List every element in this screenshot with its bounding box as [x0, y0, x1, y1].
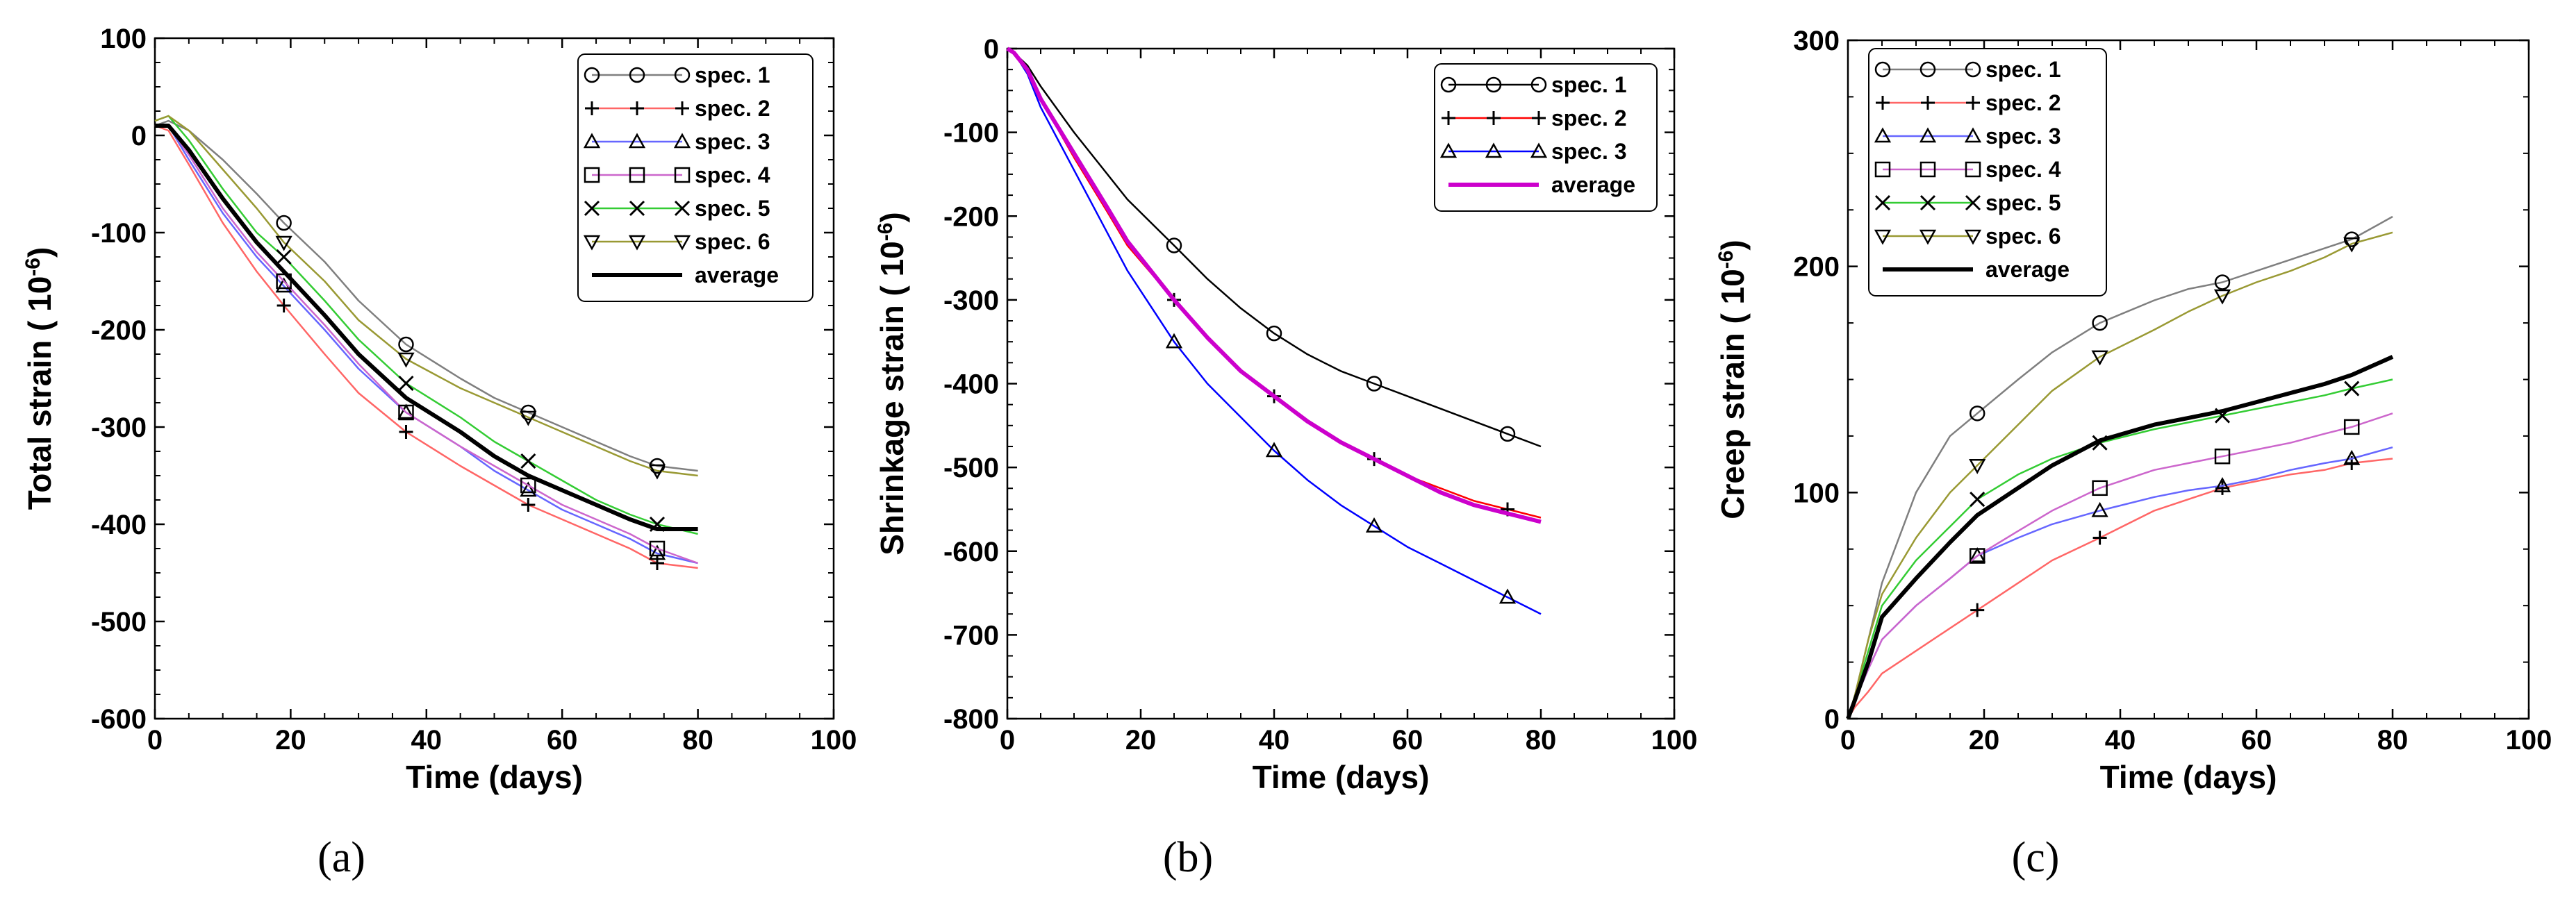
panel-label-a: (a): [317, 834, 365, 881]
y-tick-label: -300: [91, 412, 147, 443]
legend-label: spec. 3: [695, 129, 770, 154]
legend-label: spec. 4: [695, 162, 770, 187]
x-tick-label: 0: [1840, 725, 1856, 755]
legend-label: average: [1985, 257, 2070, 282]
legend-label: spec. 6: [1985, 224, 2061, 249]
y-axis-title-main: Total strain ( 10: [22, 276, 58, 510]
y-tick-label: -400: [943, 369, 999, 400]
panel-label-b: (b): [1163, 834, 1213, 881]
legend-label: average: [1551, 172, 1635, 197]
y-tick-label: -100: [943, 118, 999, 149]
x-tick-label: 20: [1969, 725, 2000, 755]
y-tick-label: -800: [943, 704, 999, 735]
legend-label: average: [695, 262, 779, 287]
legend-label: spec. 3: [1551, 139, 1627, 164]
y-axis-title-main: Shrinkage strain ( 10: [874, 241, 910, 556]
legend-label: spec. 2: [1985, 90, 2061, 115]
y-tick-label: 0: [1824, 704, 1840, 735]
y-axis-title: Total strain ( 10-6): [22, 247, 58, 510]
y-tick-label: -200: [91, 315, 147, 346]
y-tick-label: 100: [100, 24, 147, 54]
x-tick-label: 40: [2105, 725, 2136, 755]
x-tick-label: 20: [275, 725, 306, 755]
legend-label: spec. 1: [695, 62, 770, 87]
y-axis-title: Shrinkage strain ( 10-6): [874, 212, 911, 556]
series-marker: [1970, 603, 1984, 617]
y-tick-label: 0: [984, 34, 999, 65]
x-tick-label: 40: [1259, 725, 1290, 755]
y-tick-label: -500: [943, 453, 999, 483]
y-axis-title-main: Creep strain ( 10: [1715, 269, 1751, 519]
series-marker: [399, 376, 413, 390]
x-tick-label: 80: [682, 725, 713, 755]
legend-label: spec. 5: [1985, 190, 2061, 215]
series-line-average: [1848, 357, 2393, 719]
y-axis-title-close: ): [1715, 240, 1751, 250]
y-axis-title-sup: -6: [1715, 251, 1737, 269]
y-tick-label: 200: [1793, 252, 1840, 283]
x-axis-title: Time (days): [2100, 759, 2277, 795]
x-tick-label: 60: [1392, 725, 1423, 755]
x-tick-label: 100: [1651, 725, 1698, 755]
x-tick-label: 80: [1526, 725, 1557, 755]
y-tick-label: -400: [91, 510, 147, 540]
x-tick-label: 0: [1000, 725, 1015, 755]
x-tick-label: 80: [2377, 725, 2409, 755]
series-line-spec-3: [1848, 447, 2393, 719]
legend-label: spec. 1: [1551, 72, 1627, 97]
legend-label: spec. 4: [1985, 157, 2061, 182]
y-tick-label: 100: [1793, 478, 1840, 508]
panel-c: 0 20 40 60 80 100 0 100 200 300 spec. 1 spec. 2 spe…: [1715, 26, 2552, 881]
x-axis-title: Time (days): [406, 759, 583, 795]
x-tick-label: 40: [411, 725, 443, 755]
y-tick-label: -100: [91, 218, 147, 249]
y-tick-label: -700: [943, 620, 999, 651]
y-axis-title-sup: -6: [22, 258, 44, 276]
legend-label: spec. 1: [1985, 57, 2061, 82]
y-tick-label: -200: [943, 201, 999, 232]
series-line-spec-6: [1848, 233, 2393, 719]
series-line-spec-2: [1848, 459, 2393, 719]
x-tick-label: 0: [147, 725, 163, 755]
series-marker: [1970, 492, 1984, 506]
figure: 0 20 40 60 80 100-600-500-400-300-200-1000100…: [0, 0, 2576, 902]
y-axis-title-close: ): [874, 212, 910, 222]
panel-b: 0 20 40 60 80 100 -800 -700 -600 -500 -400 -300 -200…: [874, 34, 1698, 881]
series-marker: [2093, 531, 2107, 544]
series-marker: [2345, 382, 2359, 396]
panel-label-c: (c): [2012, 834, 2060, 881]
y-tick-label: -300: [943, 285, 999, 316]
legend-label: spec. 2: [1551, 106, 1627, 131]
x-tick-label: 60: [2241, 725, 2272, 755]
series-line-spec-5: [1848, 380, 2393, 719]
x-axis-title: Time (days): [1253, 759, 1430, 795]
x-tick-label: 100: [811, 725, 857, 755]
legend-label: spec. 5: [695, 196, 770, 221]
x-tick-label: 60: [547, 725, 578, 755]
series-marker: [277, 250, 291, 264]
legend-label: spec. 3: [1985, 124, 2061, 149]
y-tick-label: -600: [91, 704, 147, 735]
x-tick-label: 100: [2506, 725, 2552, 755]
y-axis-title: Creep strain ( 10-6): [1715, 240, 1751, 519]
legend-label: spec. 6: [695, 229, 770, 254]
x-tick-label: 20: [1125, 725, 1157, 755]
y-tick-label: 0: [131, 121, 147, 151]
y-tick-label: -600: [943, 537, 999, 567]
series-marker: [521, 498, 535, 512]
y-axis-title-sup: -6: [874, 223, 897, 242]
panel-a: 0 20 40 60 80 100 -600 -500 -400 -300 -200 -100 0 100…: [22, 24, 857, 881]
y-axis-title-close: ): [22, 247, 58, 258]
legend-label: spec. 2: [695, 96, 770, 121]
series-marker: [521, 454, 535, 468]
y-tick-label: 300: [1793, 26, 1840, 56]
y-tick-label: -500: [91, 607, 147, 637]
